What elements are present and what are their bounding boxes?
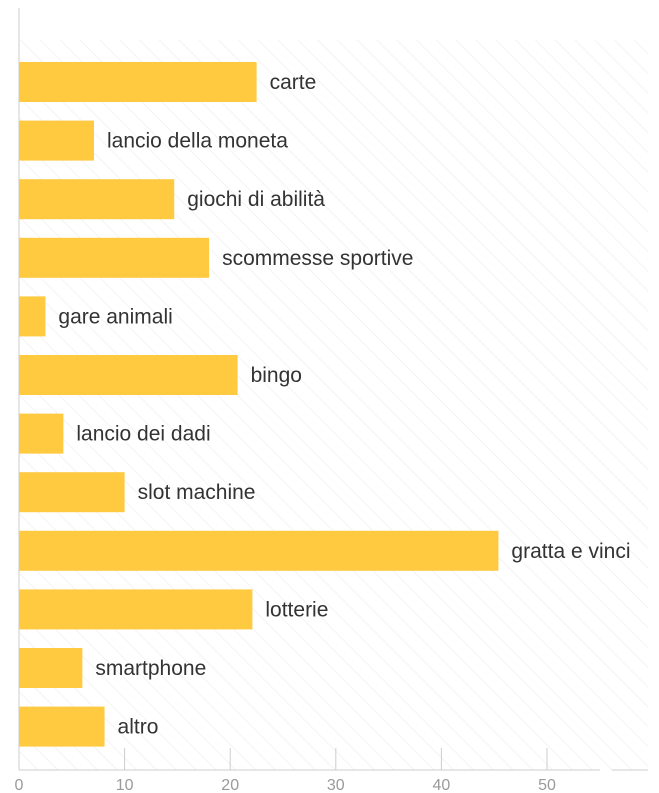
bar-8 [19,530,499,571]
bar-3 [19,237,210,278]
bar-11 [19,706,105,747]
bar-labels-group: carte lancio della moneta giochi di abilit… [58,71,630,739]
bar-label-1: lancio della moneta [107,130,288,153]
bar-9 [19,589,253,630]
bar-6 [19,413,64,454]
bar-5 [19,355,238,395]
x-tick-label-1: 10 [116,777,134,793]
bar-label-5: bingo [251,364,302,387]
x-tick-label-2: 20 [221,777,239,793]
x-tick-label-3: 30 [327,777,345,793]
x-axis-ticks-group: 0 10 20 30 40 50 [15,748,556,793]
bar-label-2: giochi di abilità [187,188,325,211]
bar-10 [19,648,83,688]
bar-label-4: gare animali [58,305,172,328]
bar-0 [19,62,257,102]
bar-1 [19,120,94,161]
bar-label-8: gratta e vinci [511,540,630,563]
bar-label-11: altro [118,716,159,739]
x-tick-label-4: 40 [433,777,451,793]
bars-group [19,62,499,747]
bar-2 [19,179,175,220]
bar-label-7: slot machine [138,481,256,504]
bar-label-0: carte [270,71,317,94]
x-tick-label-0: 0 [15,777,24,793]
bar-7 [19,472,125,513]
x-tick-label-5: 50 [538,777,556,793]
bar-label-6: lancio dei dadi [76,423,210,446]
bar-label-9: lotterie [265,598,328,621]
plot-background [20,40,648,770]
bar-4 [19,296,46,337]
bar-label-10: smartphone [95,657,206,680]
bar-label-3: scommesse sportive [222,247,413,270]
